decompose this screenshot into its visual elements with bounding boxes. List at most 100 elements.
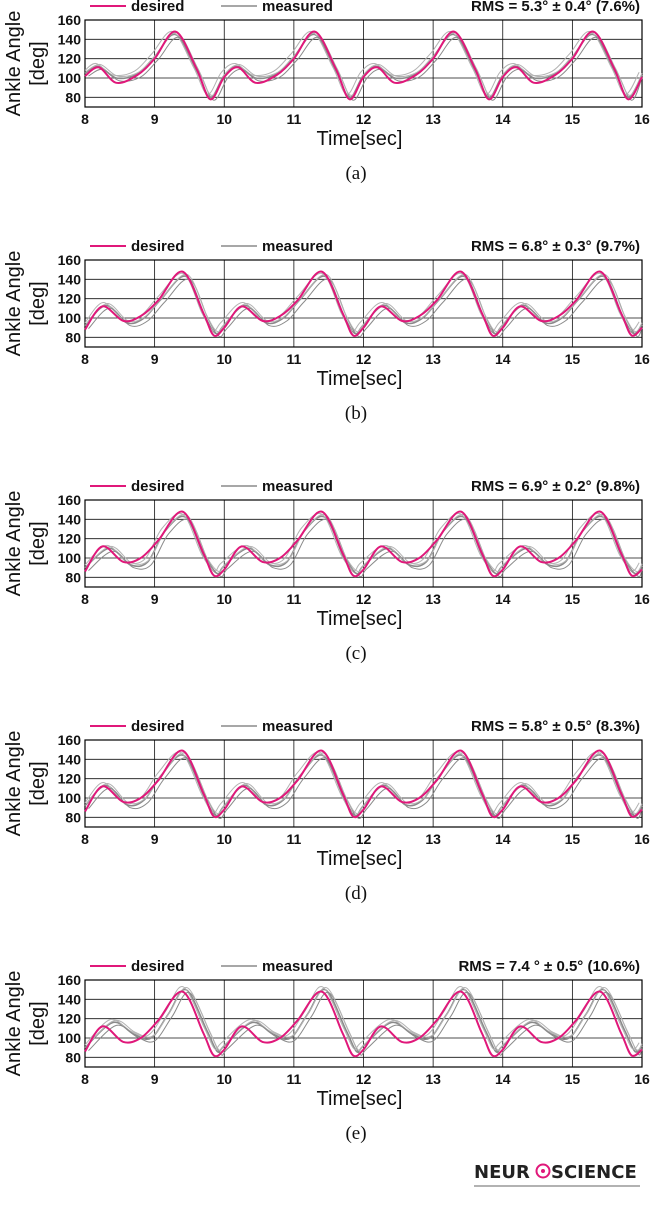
legend-label-measured: measured (262, 958, 333, 975)
y-tick-label: 140 (58, 751, 82, 767)
x-tick-label: 9 (151, 1071, 159, 1087)
measured-trial-line (86, 513, 643, 573)
y-tick-label: 80 (65, 89, 81, 105)
y-tick-label: 120 (58, 771, 82, 787)
y-tick-label: 120 (58, 1011, 82, 1027)
x-tick-label: 16 (634, 831, 650, 847)
panel-caption: (e) (345, 1123, 366, 1144)
x-tick-label: 12 (356, 1071, 372, 1087)
ylabel-line2: [deg] (27, 281, 49, 325)
y-tick-label: 80 (65, 569, 81, 585)
xlabel: Time[sec] (317, 848, 403, 870)
ylabel-line1: Ankle Angle (3, 251, 25, 357)
x-tick-label: 15 (565, 591, 581, 607)
x-tick-label: 14 (495, 1071, 511, 1087)
plot-frame (84, 259, 643, 348)
x-tick-label: 16 (634, 111, 650, 127)
ylabel-line2: [deg] (27, 761, 49, 805)
chart-panel-e: Ankle Angle [deg] 80 100 120 140 160 8 9 10 11 12 13… (3, 958, 650, 1144)
x-tick-label: 12 (356, 591, 372, 607)
x-tick-label: 16 (634, 591, 650, 607)
rms-annotation: RMS = 5.8° ± 0.5° (8.3%) (471, 718, 640, 735)
xlabel: Time[sec] (317, 128, 403, 150)
y-tick-label: 100 (58, 790, 82, 806)
legend-label-desired: desired (131, 958, 184, 975)
x-tick-label: 12 (356, 831, 372, 847)
y-tick-label: 160 (58, 492, 82, 508)
ylabel-line2: [deg] (27, 41, 49, 85)
plot-frame (84, 19, 643, 108)
y-tick-label: 160 (58, 732, 82, 748)
legend-label-measured: measured (262, 238, 333, 255)
x-tick-label: 9 (151, 831, 159, 847)
x-tick-label: 15 (565, 831, 581, 847)
panel-caption: (d) (345, 883, 367, 904)
legend-label-measured: measured (262, 478, 333, 495)
x-tick-label: 11 (286, 831, 301, 847)
x-tick-label: 9 (151, 111, 159, 127)
panel-caption: (a) (345, 163, 366, 184)
x-tick-label: 11 (286, 591, 301, 607)
x-tick-label: 14 (495, 831, 511, 847)
logo-text-right: SCIENCE (551, 1162, 637, 1183)
y-tick-label: 120 (58, 291, 82, 307)
rms-annotation: RMS = 5.3° ± 0.4° (7.6%) (471, 0, 640, 15)
y-tick-label: 100 (58, 70, 82, 86)
ylabel-line1: Ankle Angle (3, 971, 25, 1077)
x-tick-label: 13 (425, 351, 441, 367)
xlabel: Time[sec] (317, 1088, 403, 1110)
rms-annotation: RMS = 7.4 ° ± 0.5° (10.6%) (458, 958, 640, 975)
x-tick-label: 8 (81, 831, 89, 847)
x-tick-label: 13 (425, 591, 441, 607)
ylabel-line1: Ankle Angle (3, 731, 25, 837)
y-tick-label: 120 (58, 51, 82, 67)
x-tick-label: 12 (356, 351, 372, 367)
desired-series-line (84, 749, 643, 819)
logo-ring (535, 1163, 551, 1179)
desired-series-line (84, 990, 643, 1058)
y-tick-label: 140 (58, 271, 82, 287)
x-tick-label: 11 (286, 1071, 301, 1087)
legend-label-measured: measured (262, 0, 333, 15)
chart-panel-c: Ankle Angle [deg] 80 100 120 140 160 8 9 10 11 12 13… (3, 478, 650, 664)
x-tick-label: 14 (495, 111, 511, 127)
x-tick-label: 9 (151, 591, 159, 607)
x-tick-label: 10 (216, 351, 232, 367)
chart-panel-a: Ankle Angle [deg] 80 100 120 140 160 8 9 10 11 12 13… (3, 0, 650, 184)
xlabel: Time[sec] (317, 608, 403, 630)
legend-label-desired: desired (131, 718, 184, 735)
x-tick-label: 14 (495, 591, 511, 607)
panel-caption: (b) (345, 403, 367, 424)
logo-brain-icon (535, 1163, 551, 1179)
chart-panel-b: Ankle Angle [deg] 80 100 120 140 160 8 9 10 11 12 13… (3, 238, 650, 424)
x-tick-label: 10 (216, 1071, 232, 1087)
y-tick-label: 100 (58, 550, 82, 566)
y-tick-label: 80 (65, 809, 81, 825)
legend-label-measured: measured (262, 718, 333, 735)
desired-series-line (84, 270, 643, 337)
x-tick-label: 16 (634, 351, 650, 367)
x-tick-label: 11 (286, 111, 301, 127)
measured-trial-line (86, 987, 643, 1051)
x-tick-label: 10 (216, 831, 232, 847)
measured-trial-line (84, 31, 640, 95)
plot-frame (84, 979, 643, 1068)
legend-label-desired: desired (131, 238, 184, 255)
measured-trial-line (84, 512, 640, 572)
x-tick-label: 14 (495, 351, 511, 367)
y-tick-label: 80 (65, 329, 81, 345)
y-tick-label: 160 (58, 12, 82, 28)
x-tick-label: 13 (425, 111, 441, 127)
plot-frame (84, 739, 643, 828)
x-tick-label: 8 (81, 111, 89, 127)
x-tick-label: 15 (565, 111, 581, 127)
x-tick-label: 13 (425, 831, 441, 847)
x-tick-label: 15 (565, 1071, 581, 1087)
y-tick-label: 100 (58, 1030, 82, 1046)
x-tick-label: 10 (216, 111, 232, 127)
y-tick-label: 120 (58, 531, 82, 547)
y-tick-label: 140 (58, 31, 82, 47)
